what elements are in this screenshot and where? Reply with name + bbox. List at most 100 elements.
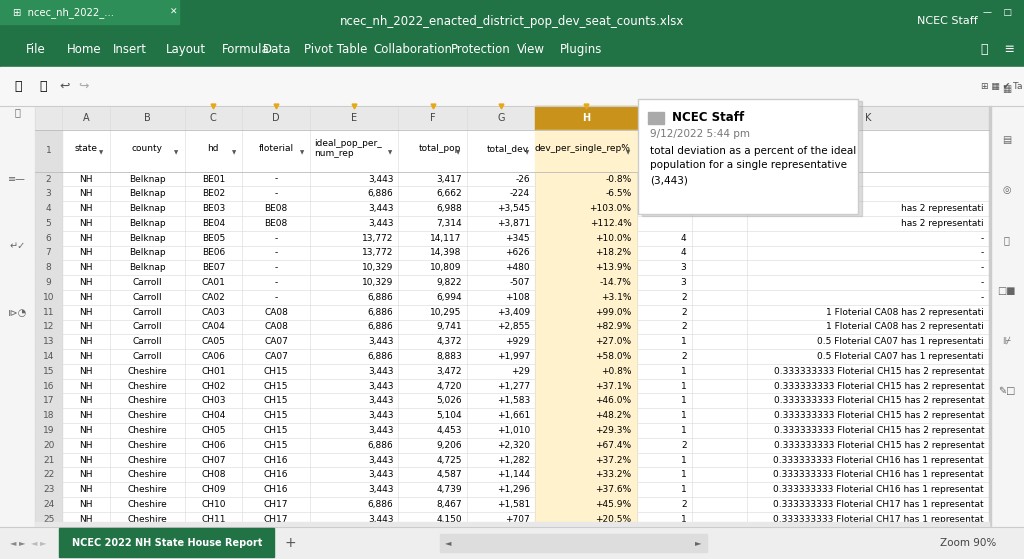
Text: J: J (718, 113, 721, 123)
Text: 4: 4 (681, 234, 686, 243)
Text: 0.333333333 Floterial CH15 has 2 representat: 0.333333333 Floterial CH15 has 2 represe… (773, 367, 984, 376)
Text: 4,372: 4,372 (436, 337, 462, 346)
Bar (536, 512, 637, 527)
Text: □■: □■ (997, 286, 1016, 296)
Text: Cheshire: Cheshire (127, 440, 167, 450)
Bar (536, 438, 637, 453)
Text: 1: 1 (681, 470, 686, 479)
Text: +3,409: +3,409 (497, 307, 530, 316)
Text: NH: NH (79, 204, 93, 213)
Bar (536, 423, 637, 438)
Text: Carroll: Carroll (132, 352, 162, 361)
Text: 3,443: 3,443 (368, 426, 393, 435)
Bar (35, 290, 62, 305)
Text: CA08: CA08 (264, 323, 288, 331)
Text: E: E (351, 113, 357, 123)
Text: Cheshire: Cheshire (127, 382, 167, 391)
Text: 6,886: 6,886 (368, 307, 393, 316)
Text: CH10: CH10 (201, 500, 225, 509)
Bar (440, 534, 707, 552)
Text: 3,443: 3,443 (368, 337, 393, 346)
Text: 9/12/2022 5:44 pm: 9/12/2022 5:44 pm (650, 129, 751, 139)
Text: 0.333333333 Floterial CH15 has 2 representat: 0.333333333 Floterial CH15 has 2 represe… (773, 396, 984, 405)
Text: 4,720: 4,720 (436, 382, 462, 391)
Text: 7: 7 (46, 248, 51, 258)
Text: +46.0%: +46.0% (595, 396, 632, 405)
Text: +1,010: +1,010 (497, 426, 530, 435)
Text: +2,320: +2,320 (497, 440, 530, 450)
Text: 1: 1 (46, 146, 51, 155)
Text: 1: 1 (681, 456, 686, 465)
Text: NH: NH (79, 382, 93, 391)
Text: CH15: CH15 (264, 440, 289, 450)
Text: 1: 1 (681, 396, 686, 405)
Text: 3,443: 3,443 (368, 470, 393, 479)
Text: 3,443: 3,443 (368, 485, 393, 494)
Text: 4: 4 (681, 248, 686, 258)
Bar (35, 305, 989, 320)
Text: 6,886: 6,886 (368, 293, 393, 302)
Text: 13: 13 (43, 337, 54, 346)
Text: 0.333333333 Floterial CH15 has 2 representat: 0.333333333 Floterial CH15 has 2 represe… (773, 382, 984, 391)
Bar (536, 497, 637, 512)
Bar (35, 467, 989, 482)
Text: 0.333333333 Floterial CH16 has 1 representat: 0.333333333 Floterial CH16 has 1 represe… (773, 485, 984, 494)
Bar (35, 172, 989, 186)
Text: +345: +345 (506, 234, 530, 243)
Text: 3: 3 (681, 278, 686, 287)
Text: File: File (26, 43, 45, 56)
Text: 1: 1 (681, 485, 686, 494)
Text: ✎□: ✎□ (998, 386, 1015, 396)
Bar (59, 528, 274, 557)
Text: Belknap: Belknap (129, 234, 166, 243)
Text: NH: NH (79, 234, 93, 243)
Bar (35, 186, 62, 201)
Text: +48.2%: +48.2% (595, 411, 632, 420)
Text: Pivot Table: Pivot Table (304, 43, 368, 56)
Text: CH16: CH16 (264, 485, 289, 494)
Text: ▦: ▦ (1001, 84, 1012, 94)
Text: CH06: CH06 (201, 440, 225, 450)
Text: BE02: BE02 (202, 190, 225, 198)
Text: +1,583: +1,583 (497, 396, 530, 405)
Text: Plugins: Plugins (560, 43, 602, 56)
Text: -: - (274, 234, 278, 243)
Text: ◄: ◄ (31, 538, 37, 547)
Text: +29.3%: +29.3% (595, 426, 632, 435)
Text: -: - (981, 234, 984, 243)
Text: BE03: BE03 (202, 204, 225, 213)
Text: +37.1%: +37.1% (595, 382, 632, 391)
Text: 6,988: 6,988 (436, 204, 462, 213)
Text: Collaboration: Collaboration (374, 43, 453, 56)
Text: 3,472: 3,472 (436, 367, 462, 376)
Text: F: F (430, 113, 435, 123)
Text: 8,883: 8,883 (436, 352, 462, 361)
Text: +58.0%: +58.0% (595, 352, 632, 361)
Text: CH17: CH17 (264, 515, 289, 524)
Text: 4,739: 4,739 (436, 485, 462, 494)
Text: 5,104: 5,104 (436, 411, 462, 420)
Text: +2,855: +2,855 (497, 323, 530, 331)
Text: dev_per_single_rep%: dev_per_single_rep% (535, 144, 631, 153)
Text: A: A (83, 113, 89, 123)
Text: CA05: CA05 (202, 337, 225, 346)
Text: 9,822: 9,822 (436, 278, 462, 287)
Text: NH: NH (79, 174, 93, 183)
Text: 0.333333333 Floterial CH16 has 1 representat: 0.333333333 Floterial CH16 has 1 represe… (773, 456, 984, 465)
Text: BE08: BE08 (264, 204, 288, 213)
Text: 1: 1 (681, 411, 686, 420)
Bar (35, 497, 989, 512)
Text: +82.9%: +82.9% (595, 323, 632, 331)
Text: NH: NH (79, 219, 93, 228)
Text: ⊮: ⊮ (1002, 336, 1011, 346)
Text: Layout: Layout (166, 43, 206, 56)
Text: NCEC Staff: NCEC Staff (918, 16, 978, 26)
Text: +1,581: +1,581 (497, 500, 530, 509)
Text: ↪: ↪ (79, 80, 89, 93)
Text: NH: NH (79, 411, 93, 420)
Bar (648, 112, 664, 124)
Bar (35, 275, 989, 290)
Text: 8,467: 8,467 (436, 500, 462, 509)
Text: ideal_pop_per_
num_rep: ideal_pop_per_ num_rep (314, 139, 382, 158)
Text: ▼: ▼ (524, 150, 529, 155)
